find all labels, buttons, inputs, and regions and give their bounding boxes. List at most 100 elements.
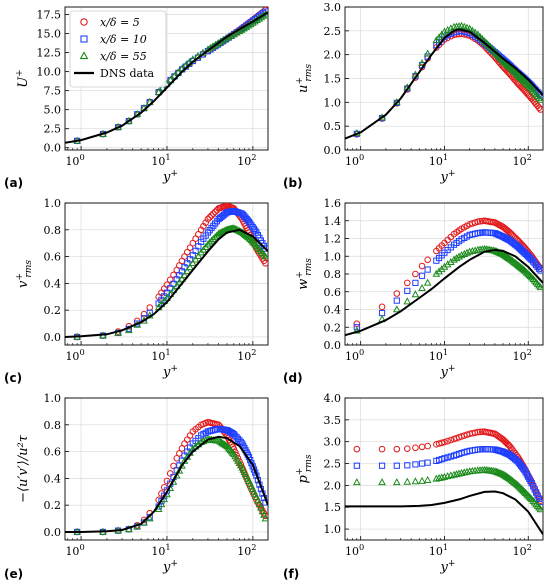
y-tick-label: 2.5 <box>324 458 342 471</box>
x-tick-label: 101 <box>429 542 448 558</box>
y-tick-label: 3.0 <box>324 436 342 449</box>
data-point-x55 <box>460 249 469 257</box>
data-point-x5 <box>262 259 268 267</box>
data-point-x55 <box>508 65 517 73</box>
data-point-x10 <box>393 297 400 304</box>
data-point-x5 <box>418 443 426 451</box>
data-point-x55 <box>178 274 186 282</box>
y-tick-label: 1.0 <box>44 392 62 405</box>
data-point-x5 <box>501 438 509 445</box>
panel-letter: (b) <box>283 176 303 190</box>
data-point-x55 <box>166 289 175 297</box>
panel-letter: (c) <box>4 371 22 385</box>
svg-text:U+: U+ <box>15 69 31 88</box>
data-point-x55 <box>154 504 163 512</box>
x-tick-label: 102 <box>513 347 532 363</box>
data-point-x5 <box>441 438 448 446</box>
data-point-x55 <box>205 238 214 246</box>
data-point-x5 <box>424 256 431 264</box>
data-point-x10 <box>441 455 448 462</box>
data-point-x10 <box>146 309 153 316</box>
data-point-x5 <box>403 445 411 452</box>
data-point-x55 <box>423 278 432 286</box>
data-point-x55 <box>352 478 361 486</box>
data-point-x55 <box>533 279 542 287</box>
data-point-x5 <box>447 436 455 444</box>
data-point-x10 <box>378 309 386 317</box>
data-point-x10 <box>537 267 543 274</box>
data-point-x10 <box>484 446 492 453</box>
data-point-x55 <box>511 68 519 76</box>
data-point-x5 <box>412 444 419 452</box>
data-point-x5 <box>378 303 386 311</box>
y-tick-label: 12.5 <box>37 47 62 60</box>
panel-a: 0.0 2.5 5.0 7.5 10.0 12.5 15.0 17.5 100 101 102 U+ y… <box>4 6 269 190</box>
y-tick-label: 2.0 <box>324 479 342 492</box>
data-point-x55 <box>507 475 515 483</box>
data-point-x55 <box>452 470 461 478</box>
data-point-x55 <box>186 263 194 271</box>
axes-frame <box>344 397 544 541</box>
y-tick-label: 0.5 <box>324 120 342 133</box>
y-axis-label: p+rms <box>295 454 314 483</box>
data-point-x55 <box>508 476 517 484</box>
data-point-x55 <box>411 290 420 298</box>
y-tick-label: 1.0 <box>324 96 342 109</box>
data-point-x10 <box>535 495 543 502</box>
data-point-x55 <box>524 269 532 277</box>
y-tick-label: 0.4 <box>324 304 342 317</box>
data-point-x55 <box>535 281 543 289</box>
data-point-x55 <box>511 478 519 486</box>
data-point-x55 <box>166 75 175 83</box>
data-point-x55 <box>154 87 163 95</box>
data-point-x55 <box>457 251 466 259</box>
data-point-x5 <box>504 440 511 448</box>
data-point-x55 <box>435 474 443 482</box>
svg-text:−⟨u′v′⟩/u²τ: −⟨u′v′⟩/u²τ <box>16 434 31 503</box>
y-axis-label: −⟨u′v′⟩/u²τ <box>16 434 31 503</box>
data-point-x5 <box>438 439 446 447</box>
panel-letter: (e) <box>4 567 23 581</box>
data-point-x55 <box>509 66 518 74</box>
data-point-x55 <box>520 266 529 274</box>
y-tick-label: 1.6 <box>324 197 342 210</box>
x-tick-label: 102 <box>513 152 532 168</box>
data-point-x10 <box>262 245 268 252</box>
data-point-x5 <box>474 218 482 225</box>
x-axis-label: y+ <box>162 169 178 185</box>
data-point-x10 <box>535 265 543 272</box>
y-tick-label: 0.6 <box>324 286 342 299</box>
data-point-x5 <box>403 279 411 287</box>
data-point-x10 <box>404 287 411 294</box>
y-tick-label: 0.8 <box>324 268 342 281</box>
data-point-x55 <box>216 437 224 445</box>
y-tick-label: 1.0 <box>324 250 342 263</box>
data-point-x55 <box>468 246 477 255</box>
y-tick-label: 7.5 <box>44 85 62 98</box>
data-point-x55 <box>512 480 521 488</box>
x-tick-label: 100 <box>65 542 84 558</box>
x-tick-label: 100 <box>65 347 84 363</box>
data-point-x5 <box>204 215 212 223</box>
svg-text:w+rms: w+rms <box>295 258 314 290</box>
data-point-x10 <box>412 279 419 286</box>
data-point-x10 <box>424 459 431 466</box>
data-point-x55 <box>175 466 184 474</box>
data-point-x55 <box>465 247 474 255</box>
data-point-x55 <box>536 283 543 291</box>
y-axis-label: u+rms <box>295 64 314 93</box>
legend-entry-dns: DNS data <box>100 67 154 80</box>
series-dns-line <box>345 490 543 535</box>
data-point-x10 <box>353 324 360 331</box>
y-tick-label: 1.5 <box>324 501 342 514</box>
data-point-x5 <box>393 445 401 453</box>
x-tick-label: 101 <box>151 347 170 363</box>
data-point-x10 <box>444 454 451 461</box>
data-point-x55 <box>525 270 534 278</box>
axes-frame <box>344 6 544 151</box>
y-tick-label: 2.0 <box>324 49 342 62</box>
data-point-x55 <box>505 254 514 262</box>
data-point-x55 <box>523 268 531 276</box>
data-point-x55 <box>505 62 514 70</box>
data-point-x55 <box>158 83 167 91</box>
